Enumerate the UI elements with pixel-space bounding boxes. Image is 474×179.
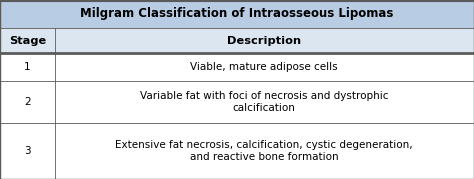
- Bar: [0, 123, 474, 179]
- Text: Description: Description: [227, 35, 301, 45]
- Bar: [0, 0, 474, 28]
- Text: Extensive fat necrosis, calcification, cystic degeneration,
and reactive bone fo: Extensive fat necrosis, calcification, c…: [116, 140, 413, 162]
- Text: Stage: Stage: [9, 35, 46, 45]
- Text: Milgram Classification of Intraosseous Lipomas: Milgram Classification of Intraosseous L…: [80, 8, 394, 21]
- Text: 3: 3: [24, 146, 30, 156]
- Bar: [0, 81, 474, 123]
- Bar: [0, 53, 474, 81]
- Text: 1: 1: [24, 62, 30, 72]
- Text: Viable, mature adipose cells: Viable, mature adipose cells: [191, 62, 338, 72]
- Text: 2: 2: [24, 97, 30, 107]
- Text: Variable fat with foci of necrosis and dystrophic
calcification: Variable fat with foci of necrosis and d…: [140, 91, 389, 113]
- Bar: [0, 28, 474, 53]
